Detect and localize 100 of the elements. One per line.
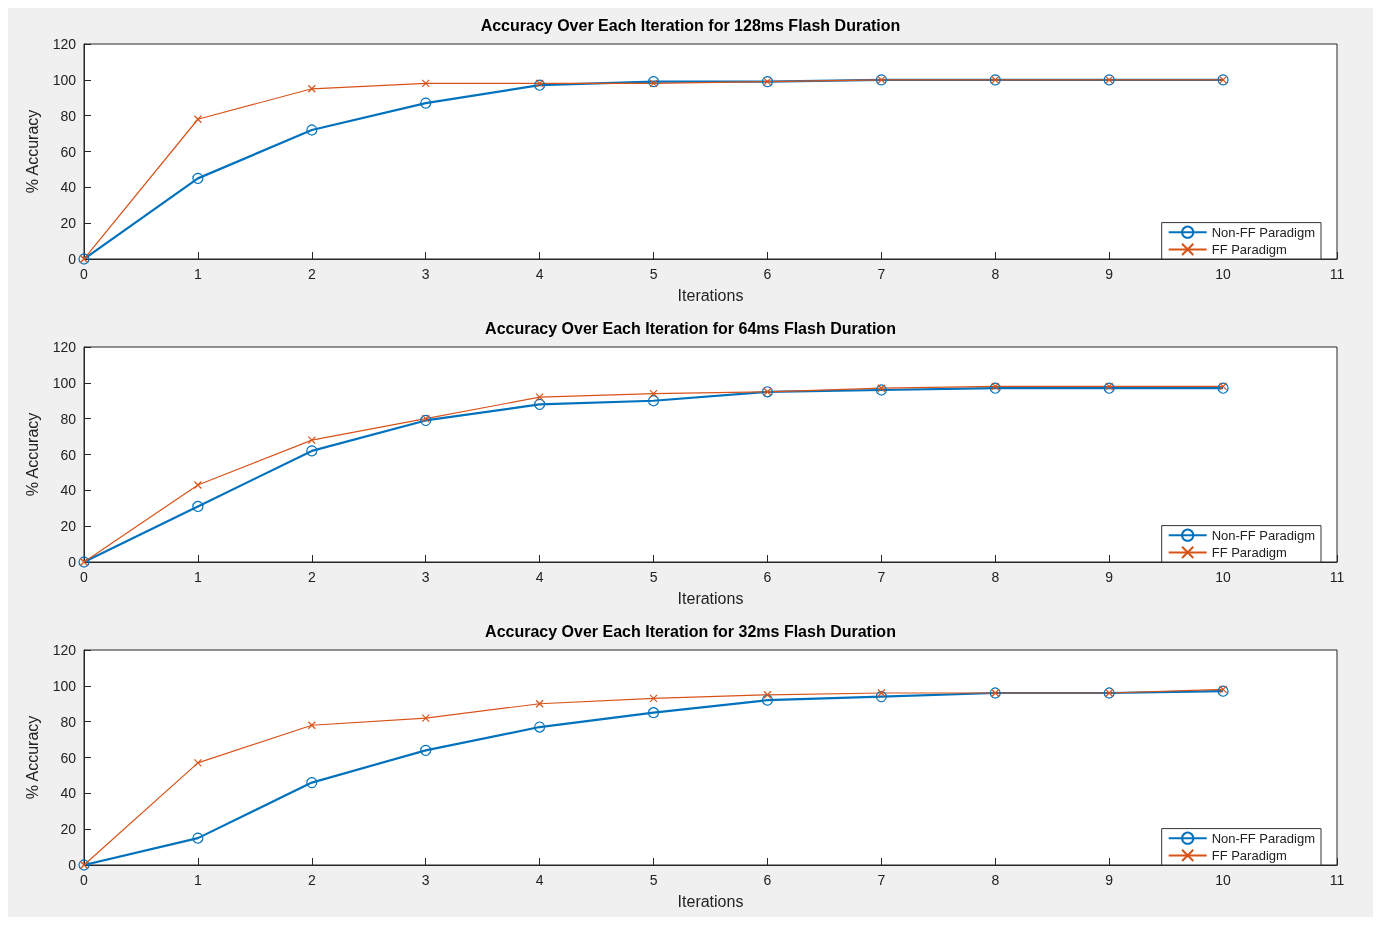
y-tick-label: 120 xyxy=(52,339,77,355)
y-tick-label: 0 xyxy=(68,554,77,570)
x-tick-label: 9 xyxy=(1105,266,1114,282)
point xyxy=(421,713,430,723)
point xyxy=(192,832,204,844)
x-tick-label: 1 xyxy=(194,266,203,282)
x-tick-label: 9 xyxy=(1105,569,1114,585)
x-tick-label: 0 xyxy=(80,872,89,888)
point xyxy=(192,172,204,184)
point xyxy=(307,436,316,445)
y-tick-label: 100 xyxy=(52,374,77,391)
point xyxy=(306,776,318,789)
x-tick-label: 3 xyxy=(421,266,430,282)
point xyxy=(875,690,887,703)
y-tick-label: 80 xyxy=(60,713,77,730)
point xyxy=(193,480,203,490)
legend-label: Non-FF Paradigm xyxy=(1211,224,1315,240)
y-tick-label: 80 xyxy=(60,410,77,427)
x-axis-title: Iterations xyxy=(677,589,744,607)
x-tick-label: 2 xyxy=(307,266,316,282)
y-tick-label: 40 xyxy=(60,482,77,499)
legend-label: FF Paradigm xyxy=(1211,847,1287,863)
point xyxy=(306,445,318,457)
x-tick-label: 6 xyxy=(763,872,772,888)
y-tick-label: 120 xyxy=(52,642,77,658)
y-tick-label: 100 xyxy=(52,677,77,694)
y-tick-label: 60 xyxy=(60,749,77,766)
x-axis-title: Iterations xyxy=(677,286,744,304)
point xyxy=(534,398,546,410)
point xyxy=(421,79,430,88)
y-tick-label: 60 xyxy=(60,446,77,463)
point xyxy=(649,694,658,703)
x-tick-label: 1 xyxy=(194,872,203,888)
x-tick-label: 11 xyxy=(1329,872,1345,888)
x-tick-label: 11 xyxy=(1329,569,1345,585)
x-tick-label: 6 xyxy=(763,569,772,585)
chart-title: Accuracy Over Each Iteration for 32ms Flash Duration xyxy=(485,622,896,640)
x-tick-label: 3 xyxy=(421,569,430,585)
legend-label: Non-FF Paradigm xyxy=(1211,527,1315,543)
x-tick-label: 1 xyxy=(194,569,203,585)
y-axis-title: % Accuracy xyxy=(23,412,41,497)
x-tick-label: 5 xyxy=(649,266,658,282)
x-tick-label: 8 xyxy=(991,266,1000,282)
point xyxy=(192,500,204,513)
x-tick-label: 5 xyxy=(649,569,658,585)
y-tick-label: 0 xyxy=(68,251,77,267)
point xyxy=(307,721,316,730)
x-tick-label: 9 xyxy=(1105,872,1114,888)
y-tick-label: 60 xyxy=(60,143,77,160)
point xyxy=(647,395,660,407)
x-tick-label: 7 xyxy=(877,569,886,585)
legend-label: FF Paradigm xyxy=(1211,544,1287,560)
x-tick-label: 10 xyxy=(1215,872,1232,888)
point xyxy=(306,124,318,136)
x-tick-label: 0 xyxy=(80,569,89,585)
y-tick-label: 120 xyxy=(52,36,77,52)
y-axis-title: % Accuracy xyxy=(23,715,41,800)
y-tick-label: 20 xyxy=(60,215,77,232)
point xyxy=(420,97,432,109)
point xyxy=(647,707,660,719)
y-tick-label: 40 xyxy=(60,179,77,196)
y-tick-label: 0 xyxy=(68,857,77,873)
point xyxy=(535,393,544,402)
x-tick-label: 8 xyxy=(991,872,1000,888)
legend-label: FF Paradigm xyxy=(1211,241,1287,257)
x-tick-label: 3 xyxy=(421,872,430,888)
y-tick-label: 40 xyxy=(60,785,77,802)
x-tick-label: 5 xyxy=(649,872,658,888)
x-axis-title: Iterations xyxy=(677,892,744,910)
point xyxy=(420,744,432,756)
x-tick-label: 11 xyxy=(1329,266,1345,282)
chart-title: Accuracy Over Each Iteration for 128ms Flash Duration xyxy=(480,16,901,34)
x-tick-label: 8 xyxy=(991,569,1000,585)
x-tick-label: 10 xyxy=(1215,569,1232,585)
x-tick-label: 7 xyxy=(877,266,886,282)
x-tick-label: 4 xyxy=(535,569,544,585)
point xyxy=(420,414,432,427)
point xyxy=(877,688,886,698)
point xyxy=(193,758,203,767)
y-tick-label: 80 xyxy=(60,107,77,124)
y-axis-title: % Accuracy xyxy=(23,109,41,194)
x-tick-label: 7 xyxy=(877,872,886,888)
x-tick-label: 0 xyxy=(80,266,89,282)
y-tick-label: 20 xyxy=(60,821,77,838)
x-tick-label: 10 xyxy=(1215,266,1232,282)
point xyxy=(534,721,546,733)
point xyxy=(649,389,658,398)
point xyxy=(421,414,430,423)
point xyxy=(535,699,544,708)
x-tick-label: 2 xyxy=(307,872,316,888)
x-tick-label: 4 xyxy=(535,872,544,888)
legend-label: Non-FF Paradigm xyxy=(1211,830,1315,846)
point xyxy=(193,115,203,124)
x-tick-label: 6 xyxy=(763,266,772,282)
x-tick-label: 4 xyxy=(535,266,544,282)
point xyxy=(761,694,774,706)
point xyxy=(307,84,316,93)
x-tick-label: 2 xyxy=(307,569,316,585)
y-tick-label: 20 xyxy=(60,518,77,535)
chart-title: Accuracy Over Each Iteration for 64ms Flash Duration xyxy=(485,319,896,337)
